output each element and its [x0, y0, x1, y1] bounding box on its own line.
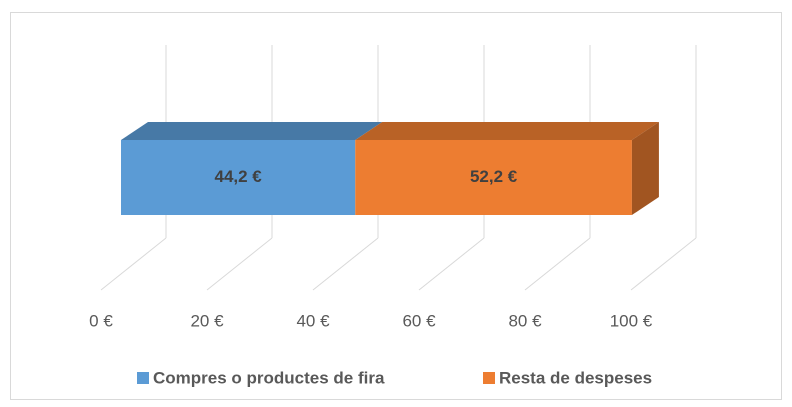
floor-grid-line — [100, 237, 167, 291]
floor-grid-line — [418, 237, 485, 291]
x-tick-label: 60 € — [402, 311, 436, 330]
legend-label: Resta de despeses — [499, 368, 652, 387]
floor-grid-line — [312, 237, 379, 291]
x-tick-label: 20 € — [190, 311, 224, 330]
bar — [355, 140, 632, 215]
bar-side — [631, 122, 659, 215]
floor-grid-line — [206, 237, 273, 291]
legend-swatch — [483, 372, 495, 384]
floor-grid-line — [630, 237, 697, 291]
legend-swatch — [137, 372, 149, 384]
legend-label: Compres o productes de fira — [153, 368, 385, 387]
data-label: 44,2 € — [214, 167, 262, 186]
x-tick-label: 40 € — [296, 311, 330, 330]
bar-top — [121, 122, 383, 140]
bar — [121, 140, 356, 215]
x-tick-label: 0 € — [89, 311, 113, 330]
data-label: 52,2 € — [470, 167, 518, 186]
floor-grid-line — [524, 237, 591, 291]
x-tick-label: 100 € — [610, 311, 653, 330]
bar-top — [355, 122, 659, 140]
x-tick-label: 80 € — [508, 311, 542, 330]
